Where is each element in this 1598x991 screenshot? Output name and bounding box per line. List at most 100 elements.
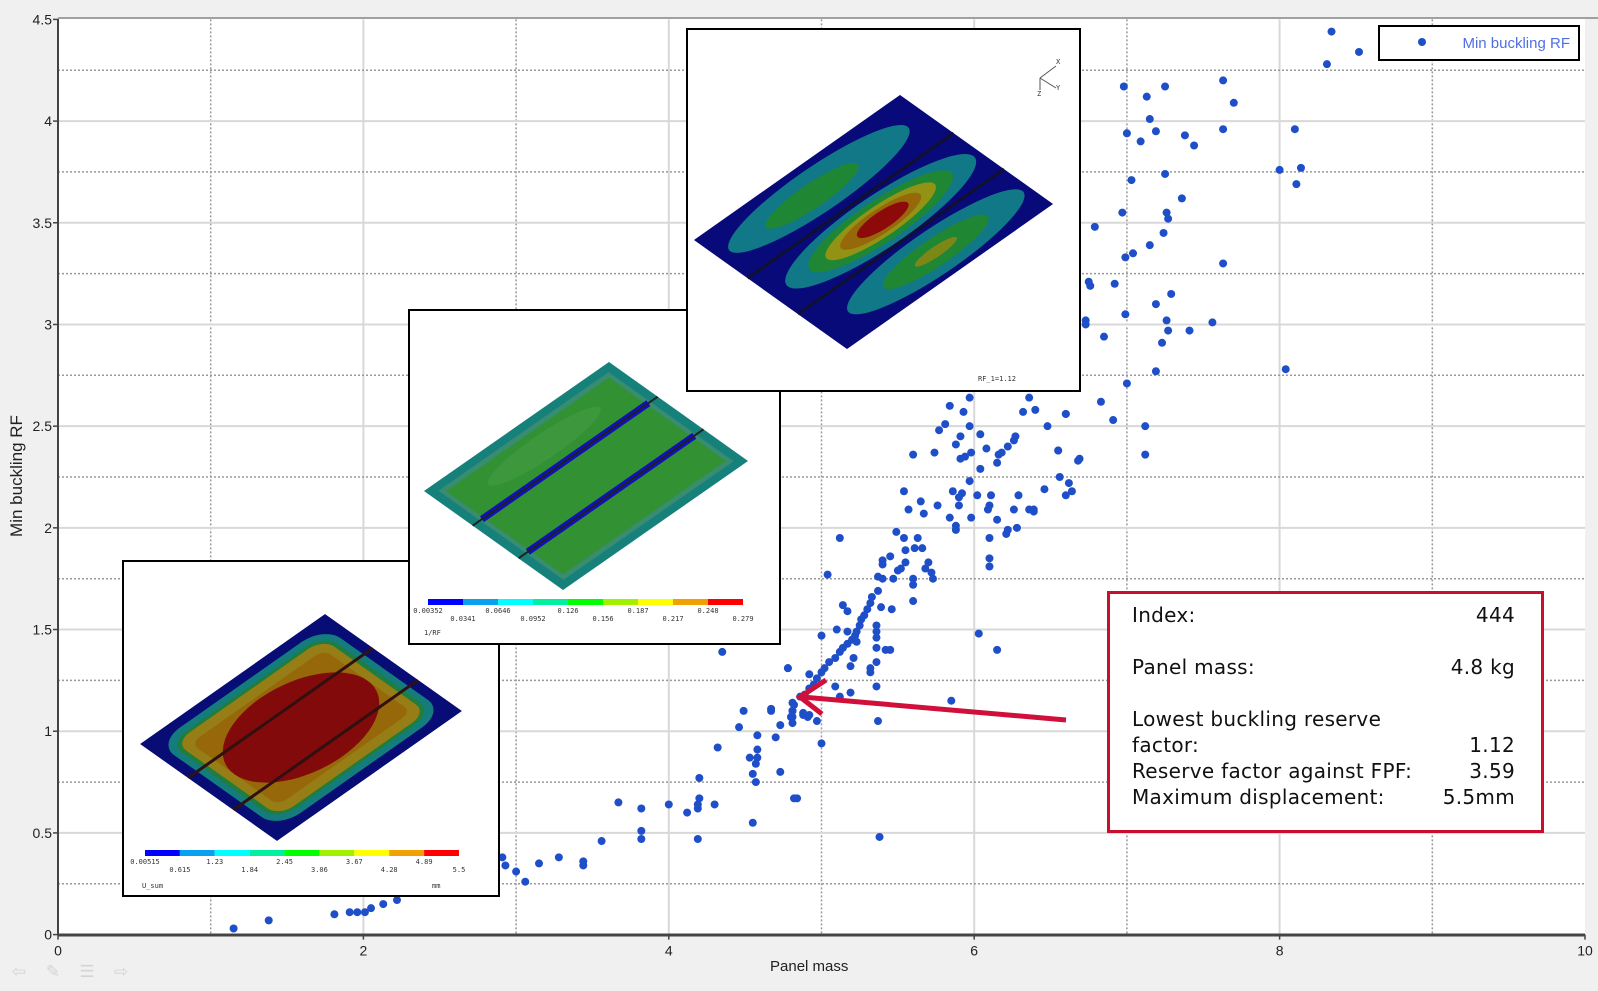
data-point[interactable]	[904, 505, 913, 514]
data-point[interactable]	[886, 552, 895, 561]
forward-arrow-icon[interactable]: ⇨	[113, 962, 129, 981]
data-point[interactable]	[860, 611, 869, 620]
data-point[interactable]	[831, 682, 840, 691]
data-point[interactable]	[899, 487, 908, 496]
data-point[interactable]	[345, 908, 354, 917]
data-point[interactable]	[823, 570, 832, 579]
data-point[interactable]	[695, 773, 704, 782]
data-point[interactable]	[512, 867, 521, 876]
data-point[interactable]	[817, 631, 826, 640]
data-point[interactable]	[985, 501, 994, 510]
data-point[interactable]	[918, 544, 927, 553]
data-point[interactable]	[713, 743, 722, 752]
data-point[interactable]	[872, 621, 881, 630]
data-point[interactable]	[786, 712, 795, 721]
data-point[interactable]	[521, 877, 530, 886]
data-point[interactable]	[872, 627, 881, 636]
data-point[interactable]	[683, 808, 692, 817]
data-point[interactable]	[909, 574, 918, 583]
data-point[interactable]	[392, 896, 401, 905]
data-point[interactable]	[852, 627, 861, 636]
data-point[interactable]	[820, 664, 829, 673]
data-point[interactable]	[1164, 326, 1173, 335]
data-point[interactable]	[1158, 338, 1167, 347]
data-point[interactable]	[846, 662, 855, 671]
data-point[interactable]	[889, 574, 898, 583]
data-point[interactable]	[695, 794, 704, 803]
data-point[interactable]	[1075, 454, 1084, 463]
data-point[interactable]	[1159, 228, 1168, 237]
data-point[interactable]	[1190, 141, 1199, 150]
data-point[interactable]	[748, 818, 757, 827]
data-point[interactable]	[710, 800, 719, 809]
data-point[interactable]	[873, 586, 882, 595]
data-point[interactable]	[535, 859, 544, 868]
data-point[interactable]	[961, 452, 970, 461]
data-point[interactable]	[803, 712, 812, 721]
data-point[interactable]	[974, 629, 983, 638]
data-point[interactable]	[887, 605, 896, 614]
data-point[interactable]	[1141, 450, 1150, 459]
data-point[interactable]	[1177, 194, 1186, 203]
data-point[interactable]	[967, 513, 976, 522]
data-point[interactable]	[863, 605, 872, 614]
data-point[interactable]	[877, 603, 886, 612]
pen-icon[interactable]: ✎	[45, 962, 61, 981]
data-point[interactable]	[1275, 165, 1284, 174]
data-point[interactable]	[831, 654, 840, 663]
back-arrow-icon[interactable]: ⇦	[11, 962, 27, 981]
data-point[interactable]	[959, 407, 968, 416]
data-point[interactable]	[993, 515, 1002, 524]
data-point[interactable]	[812, 717, 821, 726]
data-point[interactable]	[873, 717, 882, 726]
data-point[interactable]	[928, 574, 937, 583]
data-point[interactable]	[817, 739, 826, 748]
data-point[interactable]	[1109, 416, 1118, 425]
data-point[interactable]	[1151, 127, 1160, 136]
data-point[interactable]	[1355, 47, 1364, 56]
data-point[interactable]	[872, 658, 881, 667]
data-point[interactable]	[367, 904, 376, 913]
data-point[interactable]	[745, 753, 754, 762]
data-point[interactable]	[1180, 131, 1189, 140]
data-point[interactable]	[1145, 241, 1154, 250]
data-point[interactable]	[825, 658, 834, 667]
data-point[interactable]	[843, 607, 852, 616]
data-point[interactable]	[1229, 98, 1238, 107]
data-point[interactable]	[788, 706, 797, 715]
data-point[interactable]	[832, 625, 841, 634]
data-point[interactable]	[1208, 318, 1217, 327]
data-point[interactable]	[1127, 176, 1136, 185]
data-point[interactable]	[1219, 259, 1228, 268]
data-point[interactable]	[852, 637, 861, 646]
data-point[interactable]	[965, 422, 974, 431]
data-point[interactable]	[1290, 125, 1299, 134]
data-point[interactable]	[1096, 397, 1105, 406]
data-point[interactable]	[954, 501, 963, 510]
data-point[interactable]	[353, 908, 362, 917]
data-point[interactable]	[1122, 379, 1131, 388]
data-point[interactable]	[1011, 432, 1020, 441]
data-point[interactable]	[1292, 180, 1301, 189]
data-point[interactable]	[790, 700, 799, 709]
data-point[interactable]	[753, 745, 762, 754]
data-point[interactable]	[664, 800, 673, 809]
data-point[interactable]	[1014, 491, 1023, 500]
data-point[interactable]	[1119, 82, 1128, 91]
data-point[interactable]	[1081, 320, 1090, 329]
data-point[interactable]	[1009, 505, 1018, 514]
data-point[interactable]	[1040, 485, 1049, 494]
data-point[interactable]	[1122, 129, 1131, 138]
data-point[interactable]	[1031, 405, 1040, 414]
data-point[interactable]	[951, 440, 960, 449]
data-point[interactable]	[1067, 487, 1076, 496]
data-point[interactable]	[930, 448, 939, 457]
data-point[interactable]	[901, 558, 910, 567]
data-point[interactable]	[693, 804, 702, 813]
data-point[interactable]	[835, 534, 844, 543]
data-point[interactable]	[1025, 393, 1034, 402]
data-point[interactable]	[1019, 407, 1028, 416]
data-point[interactable]	[554, 853, 563, 862]
data-point[interactable]	[1064, 479, 1073, 488]
data-point[interactable]	[360, 908, 369, 917]
